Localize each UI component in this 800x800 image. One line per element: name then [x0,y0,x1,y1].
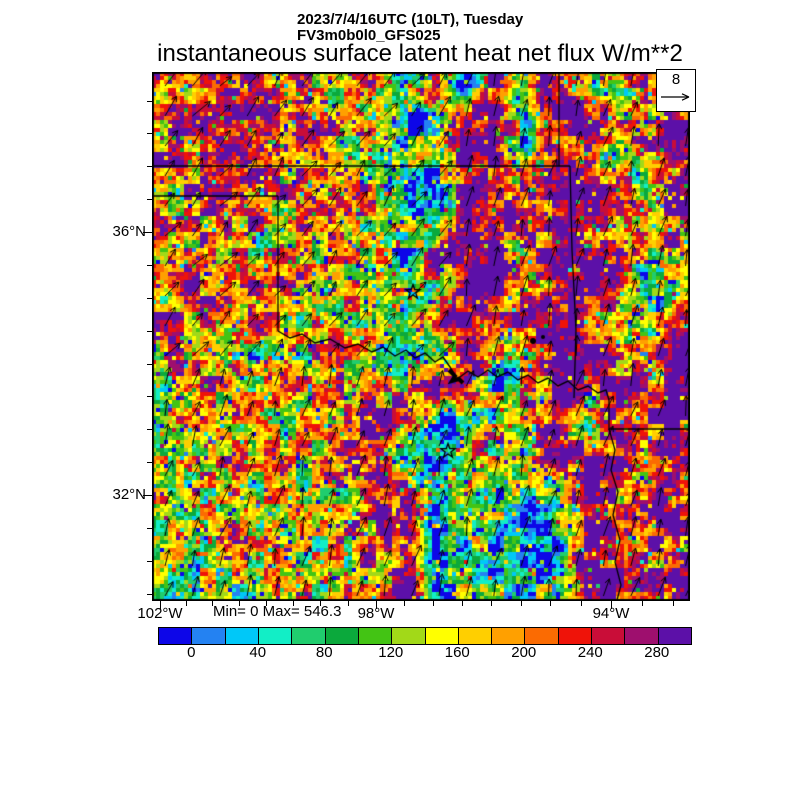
y-axis-tick [147,429,152,430]
colorbar-segment [292,628,326,644]
colorbar-tick-label: 240 [577,644,603,661]
colorbar-segment [525,628,559,644]
x-axis-tick [266,601,267,606]
colorbar-segment [159,628,193,644]
lon-axis-label: 94°W [592,605,630,622]
y-axis-tick [147,331,152,332]
x-axis-tick [550,601,551,606]
x-axis-tick [433,601,434,606]
y-axis-tick [147,528,152,529]
colorbar-tick-label: 40 [249,644,267,661]
lon-axis-label: 102°W [137,605,183,622]
x-axis-tick [611,601,612,609]
wind-reference-box: 8 [656,69,696,112]
x-axis-tick [642,601,643,606]
y-axis-tick [147,396,152,397]
colorbar-tick-label: 120 [378,644,404,661]
colorbar-segment [558,628,593,644]
y-axis-tick [147,166,152,167]
colorbar-tick-label: 280 [644,644,670,661]
x-axis-tick [376,601,377,609]
x-axis-tick [404,601,405,606]
colorbar-tick-label: 160 [444,644,470,661]
x-axis-tick [673,601,674,606]
y-axis-tick [147,101,152,102]
colorbar-segment [358,628,393,644]
x-axis-tick [491,601,492,606]
x-axis-tick [160,601,161,609]
colorbar-segment [192,628,226,644]
x-axis-tick [581,601,582,606]
minmax-label: Min= 0 Max= 546.3 [213,603,342,620]
colorbar-segment [225,628,259,644]
x-axis-tick [239,601,240,606]
x-axis-tick [212,601,213,606]
y-axis-tick [147,265,152,266]
model-line: FV3m0b0l0_GFS025 [297,27,441,44]
y-axis-tick [147,364,152,365]
lat-axis-label: 32°N [112,486,146,503]
colorbar-segment [592,628,626,644]
colorbar [158,627,692,645]
weather-map-canvas [152,72,690,601]
lat-axis-label: 36°N [112,223,146,240]
colorbar-segment [658,628,691,644]
x-axis-tick [521,601,522,606]
wind-reference-value: 8 [671,71,681,88]
y-axis-tick [147,462,152,463]
y-axis-tick [143,495,152,496]
datetime-line: 2023/7/4/16UTC (10LT), Tuesday [297,11,524,28]
x-axis-tick [348,601,349,606]
colorbar-tick-label: 200 [511,644,537,661]
colorbar-segment [458,628,493,644]
colorbar-segment [325,628,359,644]
colorbar-tick-label: 0 [187,644,196,661]
plot-header: 2023/7/4/16UTC (10LT), Tuesday FV3m0b0l0… [297,12,523,43]
colorbar-segment [492,628,526,644]
wind-reference-arrow-icon [661,93,690,101]
y-axis-tick [147,594,152,595]
x-axis-tick [293,601,294,606]
x-axis-tick [320,601,321,606]
x-axis-tick [462,601,463,606]
y-axis-tick [147,133,152,134]
colorbar-segment [625,628,659,644]
y-axis-tick [143,232,152,233]
colorbar-segment [425,628,459,644]
page-title: instantaneous surface latent heat net fl… [157,40,683,67]
y-axis-tick [147,561,152,562]
colorbar-tick-label: 80 [315,644,333,661]
colorbar-segment [258,628,293,644]
y-axis-tick [147,298,152,299]
lon-axis-label: 98°W [357,605,395,622]
y-axis-tick [147,199,152,200]
colorbar-segment [392,628,426,644]
x-axis-tick [186,601,187,606]
